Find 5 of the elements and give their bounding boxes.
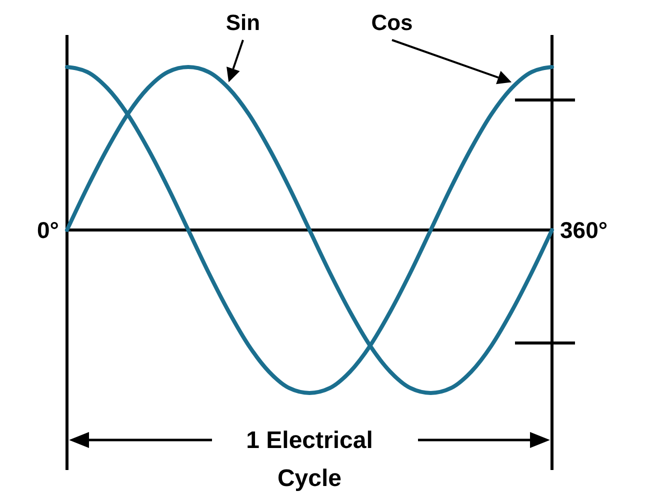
text: 0° <box>37 217 59 243</box>
x-axis-title: 1 Electrical Cycle <box>246 427 373 492</box>
series-label: Sin <box>226 10 260 35</box>
text: 360° <box>560 217 608 243</box>
text: Cos <box>371 10 413 35</box>
